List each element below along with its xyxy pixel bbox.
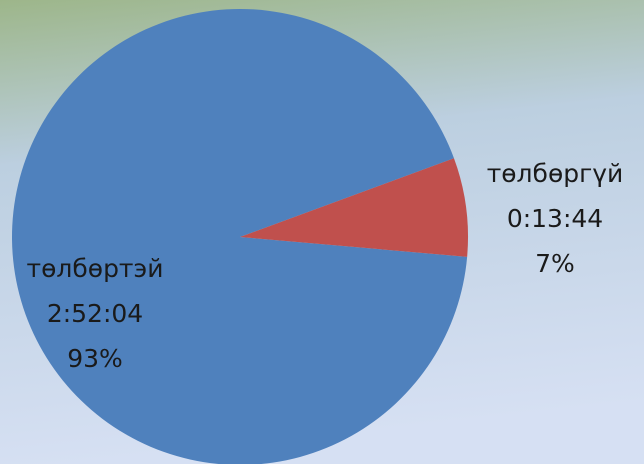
pie-slice xyxy=(12,9,468,464)
pie-slice xyxy=(240,158,468,257)
slice-percent: 7% xyxy=(535,249,575,278)
slice-percent: 93% xyxy=(67,344,123,373)
slice-category: төлбөргүй xyxy=(487,159,624,188)
slice-duration: 0:13:44 xyxy=(507,204,603,233)
slice-category: төлбөртэй xyxy=(27,254,164,283)
slice-duration: 2:52:04 xyxy=(47,299,143,328)
